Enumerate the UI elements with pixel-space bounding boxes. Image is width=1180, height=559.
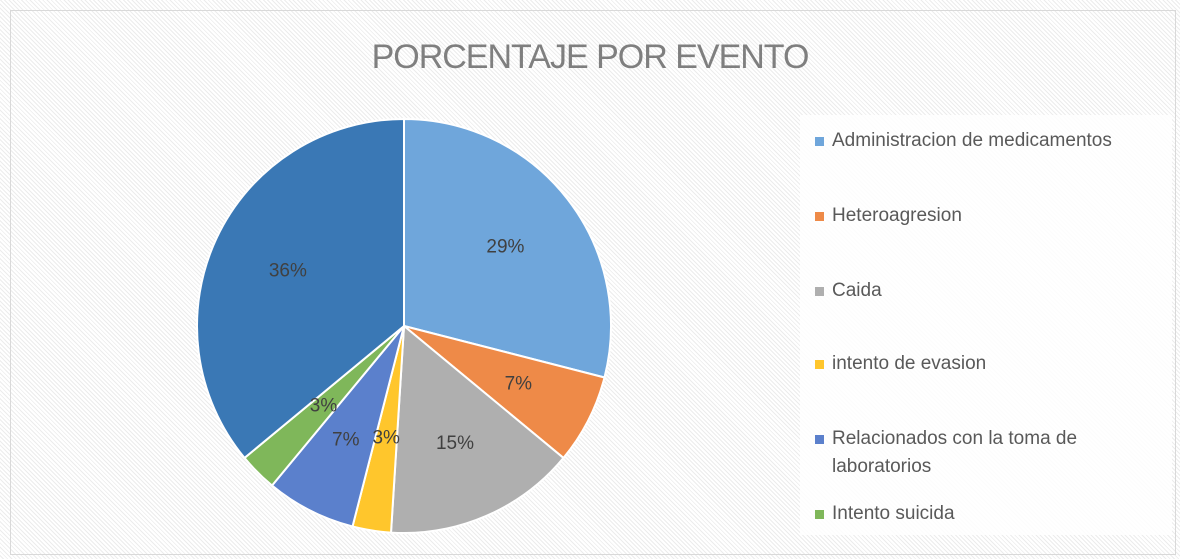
legend-label: intento de evasion bbox=[832, 353, 987, 374]
chart-title: PORCENTAJE POR EVENTO bbox=[371, 38, 810, 76]
data-label: 3% bbox=[310, 396, 338, 417]
legend-label: Relacionados con la toma de laboratorios bbox=[832, 428, 1078, 477]
legend-entry: Intento suicida bbox=[812, 500, 1162, 528]
data-label: 3% bbox=[372, 427, 400, 448]
data-label: 7% bbox=[505, 373, 533, 394]
data-label: 7% bbox=[332, 429, 360, 450]
legend-entry: Administracion de medicamentos bbox=[812, 127, 1162, 155]
chart-frame bbox=[10, 10, 1176, 555]
pie-slice bbox=[389, 323, 565, 534]
legend-swatch bbox=[815, 510, 824, 519]
legend: Administracion de medicamentos Heteroagre… bbox=[800, 115, 1172, 535]
legend-swatch bbox=[815, 360, 824, 369]
data-label: 29% bbox=[486, 236, 524, 257]
legend-label: Administracion de medicamentos bbox=[832, 130, 1112, 151]
legend-swatch bbox=[815, 287, 824, 296]
legend-entry: Heteroagresion bbox=[812, 202, 1162, 230]
legend-entry: Relacionados con la toma de laboratorios bbox=[812, 425, 1162, 481]
pie-slice bbox=[403, 117, 612, 379]
legend-label: Caida bbox=[832, 280, 882, 301]
legend-swatch bbox=[815, 435, 824, 444]
data-label: 15% bbox=[436, 433, 474, 454]
legend-swatch bbox=[815, 137, 824, 146]
data-label: 36% bbox=[269, 260, 307, 281]
legend-label: Intento suicida bbox=[832, 503, 955, 524]
legend-label: Heteroagresion bbox=[832, 205, 962, 226]
pie-slice bbox=[196, 117, 405, 460]
legend-entry: Caida bbox=[812, 277, 1162, 305]
legend-entry: intento de evasion bbox=[812, 350, 1162, 378]
legend-swatch bbox=[815, 212, 824, 221]
